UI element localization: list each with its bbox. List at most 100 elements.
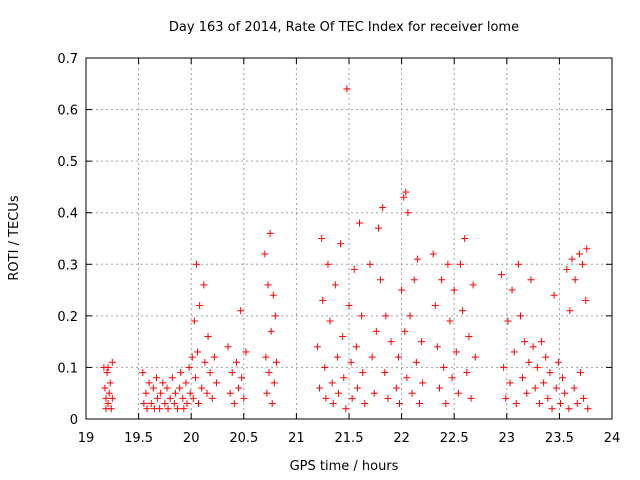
data-point [454,389,462,397]
data-point [270,379,278,387]
data-point [196,302,204,310]
data-point [584,405,592,413]
data-point [403,374,411,382]
data-point [575,250,583,258]
data-point [559,374,567,382]
data-point [200,281,208,289]
data-point [188,353,196,361]
y-tick-label: 0 [70,413,78,428]
data-point [163,384,171,392]
x-tick-label: 19.5 [124,431,153,446]
data-point [104,400,112,408]
y-tick-label: 0.2 [57,310,78,325]
data-point [544,394,552,402]
data-point [324,260,332,268]
data-point [265,369,273,377]
data-point [264,281,272,289]
data-point [512,400,520,408]
data-point [529,343,537,351]
data-point [268,400,276,408]
data-point [561,389,569,397]
data-point [440,363,448,371]
data-point [419,379,427,387]
data-point [431,302,439,310]
data-point [469,281,477,289]
data-point [384,394,392,402]
data-point [228,369,236,377]
data-point [398,286,406,294]
data-point [498,271,506,279]
data-point [102,394,110,402]
data-point [514,260,522,268]
data-point [533,363,541,371]
data-point [342,405,350,413]
x-tick-label: 22.5 [440,431,469,446]
data-point [210,353,218,361]
axis-ticks: 19 19.5 20 20.5 21 21.5 22 22.5 23 23.5 24 0 0.1 0.2 0… [57,52,620,446]
data-point [576,369,584,377]
data-point [329,400,337,408]
data-point [353,384,361,392]
data-point [525,358,533,366]
data-point [347,358,355,366]
data-point [168,374,176,382]
data-point [337,240,345,248]
data-point [232,358,240,366]
data-point [157,389,165,397]
data-point [195,400,203,408]
y-tick-label: 0.1 [57,361,78,376]
data-point [410,276,418,284]
chart-title: Day 163 of 2014, Rate Of TEC Index for r… [169,20,519,35]
data-point [412,358,420,366]
data-point [542,353,550,361]
data-point [177,369,185,377]
data-point [448,374,456,382]
data-point [450,286,458,294]
data-point [182,379,190,387]
data-point [206,369,214,377]
data-point [269,291,277,299]
data-point [381,369,389,377]
data-point [377,276,385,284]
data-point [510,348,518,356]
data-point [580,394,588,402]
data-point [438,276,446,284]
data-point [322,394,330,402]
data-point [531,384,539,392]
x-tick-label: 21.5 [335,431,364,446]
y-axis-label: ROTI / TECUs [7,195,22,280]
data-point [519,374,527,382]
data-point [535,400,543,408]
data-point [333,353,341,361]
data-point [328,379,336,387]
data-point [203,389,211,397]
data-point [272,358,280,366]
data-point [548,405,556,413]
data-point [400,193,408,201]
data-point [361,400,369,408]
data-point [263,389,271,397]
data-point [340,374,348,382]
x-tick-label: 23 [499,431,516,446]
y-tick-label: 0.4 [57,207,78,222]
data-point [523,389,531,397]
data-point [350,265,358,273]
data-point [372,327,380,335]
data-point [194,348,202,356]
data-point [108,358,116,366]
y-tick-label: 0.3 [57,258,78,273]
data-point [446,317,454,325]
data-points [100,85,592,413]
data-point [444,260,452,268]
data-point [319,296,327,304]
data-point [565,405,573,413]
data-point [174,405,182,413]
data-point [500,363,508,371]
data-point [570,384,578,392]
data-point [143,405,151,413]
data-point [345,302,353,310]
data-point [191,374,199,382]
data-point [242,348,250,356]
